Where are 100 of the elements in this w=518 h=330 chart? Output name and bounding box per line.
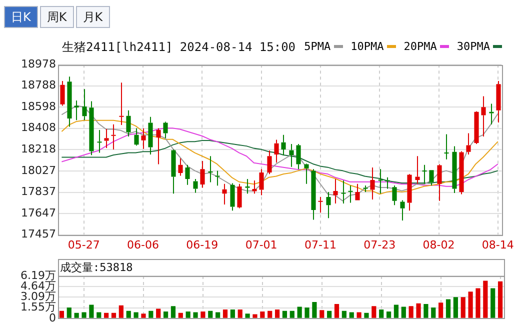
bar [59, 310, 64, 318]
y-tick-label: 17647 [21, 206, 56, 220]
candlestick [296, 144, 301, 170]
y-tick-label: 18027 [21, 164, 56, 177]
bar [468, 292, 473, 318]
candlestick [370, 167, 375, 200]
y-tick-label: 17457 [21, 228, 56, 241]
bar [89, 304, 94, 318]
bar [453, 297, 458, 318]
bar [364, 312, 369, 318]
candlestick [289, 144, 294, 168]
bar [394, 304, 399, 318]
candlestick [171, 150, 176, 194]
candlestick [341, 180, 346, 204]
bar [126, 310, 131, 318]
y-tick-label: 18408 [21, 121, 56, 134]
candlestick [437, 164, 442, 202]
bar [282, 310, 288, 318]
bar [66, 307, 72, 318]
text: 日K [4, 6, 38, 28]
candlestick [444, 134, 449, 160]
y-tick-label: 3.09万 [20, 290, 56, 304]
legend-label: 5PMA [304, 40, 331, 53]
bar [342, 310, 346, 318]
candlestick [326, 192, 331, 219]
candlestick [392, 184, 397, 206]
candlestick [74, 100, 79, 121]
bar [200, 312, 206, 318]
x-tick-label: 07-11 [304, 238, 336, 252]
y-tick-label: 1.55万 [20, 300, 56, 314]
candlestick [89, 100, 94, 156]
bar [245, 314, 250, 318]
candlestick [163, 121, 168, 139]
candlestick [311, 168, 316, 220]
x-tick-label: 07-23 [364, 238, 396, 252]
candlestick [245, 178, 250, 194]
bar [238, 309, 242, 318]
bar [141, 314, 146, 318]
y-tick-label: 17837 [21, 185, 56, 198]
bar [304, 307, 310, 318]
candlestick [378, 168, 383, 194]
bar [230, 309, 235, 318]
bar [252, 314, 258, 318]
bar [416, 303, 421, 318]
bar [431, 307, 436, 318]
x-tick-label: 08-14 [482, 238, 514, 252]
bar [193, 312, 198, 318]
bar [118, 305, 124, 318]
bar [82, 312, 86, 318]
candlestick [156, 128, 161, 165]
bar [260, 312, 265, 318]
bar [349, 312, 354, 318]
candlestick [208, 156, 213, 183]
y-tick-label: 4.64万 [20, 279, 56, 292]
y-tick-label: 0 [49, 311, 56, 324]
bar [356, 312, 362, 318]
x-tick-label: 08-02 [422, 238, 455, 252]
bar [274, 309, 280, 318]
candlestick [459, 150, 464, 195]
candlestick [318, 196, 323, 214]
candlestick [481, 96, 486, 137]
bar [334, 304, 340, 318]
candlestick [97, 129, 102, 154]
bar [476, 288, 480, 318]
bar [490, 288, 496, 318]
bar [268, 310, 272, 318]
candlestick [304, 164, 309, 184]
candlestick [259, 168, 264, 196]
candlestick [252, 180, 257, 194]
candlestick [141, 128, 146, 150]
bar [74, 312, 79, 318]
candlestick [126, 110, 131, 137]
candlestick [274, 139, 279, 164]
candlestick [422, 164, 427, 184]
bar [208, 310, 213, 318]
bar [320, 310, 324, 318]
bar [312, 302, 317, 318]
bar [96, 312, 102, 318]
candlestick [82, 88, 87, 121]
candlestick [348, 184, 353, 204]
candlestick [178, 158, 183, 176]
bar [446, 299, 451, 318]
bar [483, 280, 488, 318]
x-tick-label: 07-01 [245, 238, 278, 252]
text: 月K [76, 6, 110, 28]
chart-title: 成交量:53818 [60, 260, 133, 275]
bar [379, 309, 384, 318]
bar [327, 310, 332, 318]
candlestick [215, 170, 220, 186]
bar [460, 297, 466, 318]
candlestick [222, 183, 227, 205]
candlestick [496, 80, 501, 123]
candlestick [466, 132, 471, 155]
y-tick-label: 18978 [21, 57, 56, 70]
candlestick [148, 116, 153, 155]
bar [372, 306, 376, 318]
bar [297, 306, 302, 318]
candlestick [452, 146, 457, 194]
candlestick [111, 124, 116, 150]
candlestick [185, 164, 190, 186]
